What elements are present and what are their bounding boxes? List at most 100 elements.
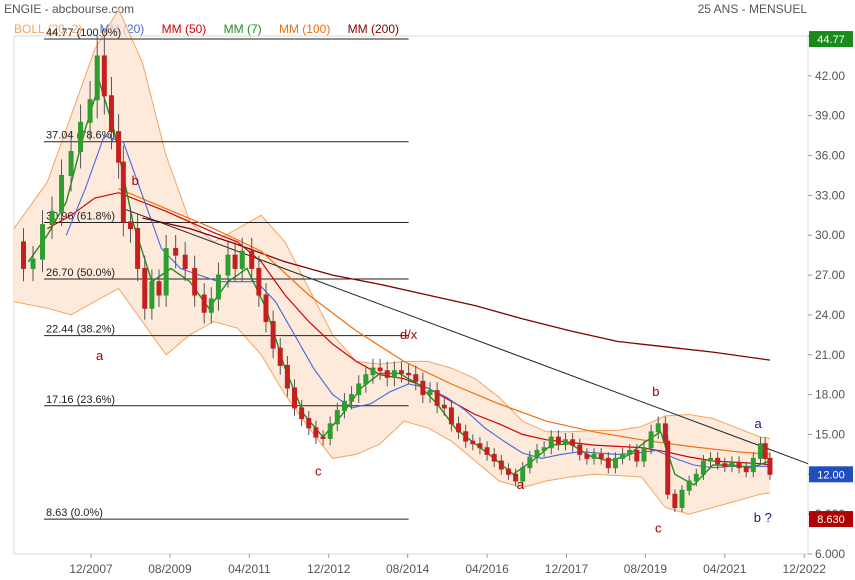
x-tick-label-5: 04/2016: [465, 562, 509, 576]
y-tick-label-10: 36.00: [815, 149, 845, 163]
candle-body: [722, 463, 728, 467]
candle-body: [448, 407, 454, 425]
candle-body: [306, 418, 312, 429]
candle-body: [427, 390, 433, 396]
wave-label-6: c: [655, 521, 662, 536]
candle-body: [456, 423, 462, 433]
y-tick-label-6: 24.00: [815, 308, 845, 322]
candle-body: [163, 248, 169, 296]
candle-body: [334, 410, 340, 425]
candle-body: [377, 367, 383, 372]
candle-body: [641, 447, 647, 462]
fib-label-3: 26.70 (50.0%): [46, 267, 115, 279]
candle-body: [292, 387, 298, 409]
candle-body: [627, 449, 633, 455]
candle-body: [527, 456, 533, 469]
candle-body: [21, 241, 27, 269]
x-tick-label-0: 12/2007: [69, 562, 113, 576]
candle-body: [577, 444, 583, 455]
candle-body: [484, 447, 490, 455]
candle-body: [598, 453, 604, 459]
candle-body: [327, 423, 333, 439]
legend-item-ma50[interactable]: MM (50): [161, 22, 207, 36]
fib-label-5: 17.16 (23.6%): [46, 394, 115, 406]
y-tick-label-7: 27.00: [815, 268, 845, 282]
candle-body: [398, 370, 404, 374]
y-tick-label-0: 6.000: [815, 547, 845, 561]
candle-body: [491, 453, 497, 462]
candle-body: [201, 294, 207, 313]
candle-body: [563, 439, 569, 445]
wave-label-3: d/x: [400, 327, 418, 342]
x-tick-label-6: 12/2017: [545, 562, 589, 576]
candle-body: [441, 404, 447, 409]
trendline: [123, 208, 809, 465]
candle-body: [87, 99, 93, 123]
candle-body: [156, 281, 162, 296]
candle-body: [470, 440, 476, 445]
ma100-line: [118, 188, 771, 455]
candle-body: [49, 210, 55, 226]
wave-label-4: a: [517, 477, 525, 492]
candle-body: [736, 461, 742, 469]
candle-body: [605, 457, 611, 469]
candle-body: [591, 453, 597, 459]
candle-body: [513, 473, 519, 482]
candle-body: [434, 390, 440, 406]
y-tick-label-12: 42.00: [815, 69, 845, 83]
candle-body: [225, 254, 231, 276]
period-label: 25 ANS - MENSUEL: [697, 2, 807, 16]
candle-body: [263, 294, 269, 323]
candle-body: [648, 431, 654, 449]
legend-item-ma100[interactable]: MM (100): [278, 22, 331, 36]
wave-label-0: a: [96, 348, 104, 363]
candle-body: [620, 453, 626, 459]
candle-body: [391, 370, 397, 378]
x-tick-label-2: 04/2011: [228, 562, 271, 576]
candle-body: [68, 151, 74, 176]
candle-body: [30, 258, 36, 269]
candle-body: [743, 467, 749, 473]
candle-body: [384, 370, 390, 378]
x-tick-label-7: 08/2019: [624, 562, 668, 576]
candle-body: [182, 254, 188, 269]
candle-body: [693, 473, 699, 482]
y-tick-label-3: 15.00: [815, 427, 845, 441]
candle-body: [120, 161, 126, 223]
ma200-line: [142, 217, 771, 361]
x-tick-label-1: 08/2009: [148, 562, 192, 576]
price-marker-label-2: 8.630: [817, 514, 845, 526]
candle-body: [715, 457, 721, 465]
candle-body: [59, 174, 65, 212]
price-marker-1: [809, 466, 853, 483]
candle-body: [708, 457, 714, 462]
bollinger-lower-line: [13, 287, 771, 515]
wave-label-1: b: [132, 173, 139, 188]
candle-body: [142, 267, 148, 309]
wave-label-5: b: [652, 384, 659, 399]
candle-body: [356, 383, 362, 396]
candle-body: [534, 449, 540, 458]
candle-body: [750, 457, 756, 473]
candle-body: [349, 394, 355, 402]
y-tick-label-11: 39.00: [815, 109, 845, 123]
price-marker-label-0: 44.77: [817, 34, 845, 46]
candle-body: [208, 298, 214, 313]
candle-body: [672, 493, 678, 509]
candle-body: [505, 468, 511, 475]
legend-item-ma7[interactable]: MM (7): [223, 22, 262, 36]
legend-item-ma200[interactable]: MM (200): [347, 22, 400, 36]
price-marker-2: [809, 511, 853, 528]
candle-body: [655, 423, 661, 433]
legend-item-boll[interactable]: BOLL (20, 2): [14, 22, 83, 36]
candle-body: [40, 224, 46, 260]
candle-body: [665, 440, 671, 495]
ma20-line: [65, 134, 770, 469]
candle-body: [277, 347, 283, 366]
candle-body: [767, 457, 773, 475]
x-tick-label-3: 12/2012: [307, 562, 351, 576]
price-marker-0: [809, 31, 853, 48]
candle-body: [662, 423, 668, 442]
candle-body: [149, 281, 155, 309]
